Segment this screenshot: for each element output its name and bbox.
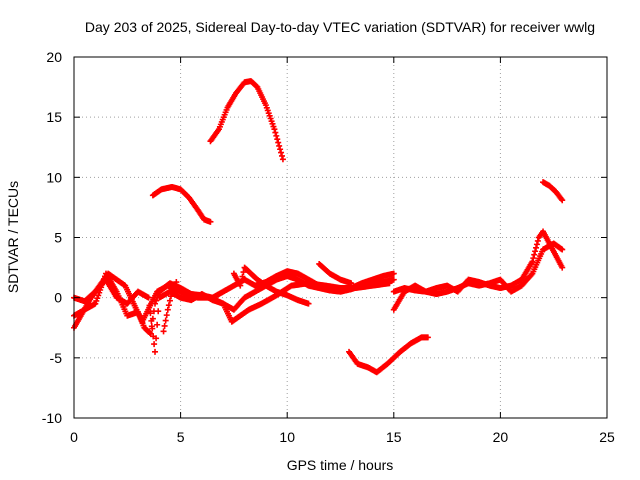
data-point <box>153 335 160 342</box>
series <box>346 334 431 376</box>
data-point <box>239 273 246 280</box>
data-point <box>145 294 152 301</box>
data-point <box>162 317 169 324</box>
y-axis-label: SDTVAR / TECUs <box>5 181 21 293</box>
data-point <box>160 328 167 335</box>
data-point <box>161 322 168 329</box>
data-point <box>146 329 153 336</box>
data-point <box>305 300 312 307</box>
series <box>207 78 286 163</box>
data-point <box>207 218 214 225</box>
x-tick-label: 25 <box>599 429 615 445</box>
data-point <box>390 276 397 283</box>
data-point <box>153 297 160 304</box>
data-point <box>531 251 538 258</box>
y-tick-label: 20 <box>46 49 62 65</box>
chart-title: Day 203 of 2025, Sidereal Day-to-day VTE… <box>85 19 595 35</box>
data-point <box>166 297 173 304</box>
y-tick-label: 15 <box>46 109 62 125</box>
series <box>230 264 312 307</box>
data-point <box>237 282 244 289</box>
y-tick-label: -10 <box>42 410 62 426</box>
data-point <box>528 271 535 278</box>
data-point <box>165 302 172 309</box>
x-tick-label: 15 <box>386 429 402 445</box>
y-tick-label: 0 <box>54 290 62 306</box>
data-point <box>424 334 431 341</box>
data-point <box>533 244 540 251</box>
data-point <box>155 308 162 315</box>
data-point <box>272 129 279 136</box>
data-point <box>278 149 285 156</box>
data-point <box>164 306 171 313</box>
data-point <box>386 280 393 287</box>
x-tick-label: 20 <box>493 429 509 445</box>
y-tick-label: 5 <box>54 230 62 246</box>
data-point <box>275 139 282 146</box>
data-point <box>278 152 285 159</box>
series <box>316 260 355 287</box>
data-point <box>149 325 156 332</box>
data-point <box>163 312 170 319</box>
data-point <box>533 241 540 248</box>
x-tick-label: 0 <box>70 429 78 445</box>
data-point <box>151 341 158 348</box>
data-point <box>277 146 284 153</box>
data-point <box>534 237 541 244</box>
data-point <box>559 197 566 204</box>
data-point <box>152 348 159 355</box>
series <box>540 179 566 204</box>
x-tick-label: 5 <box>177 429 185 445</box>
series <box>390 228 566 313</box>
y-tick-label: -5 <box>50 350 63 366</box>
data-point <box>173 279 180 286</box>
axes: 0 5 10 15 20 25 -10 -5 0 5 10 15 20 <box>42 49 615 445</box>
x-tick-label: 10 <box>279 429 295 445</box>
grid <box>74 57 607 418</box>
data-point <box>390 270 397 277</box>
series <box>149 183 214 225</box>
data-point <box>276 142 283 149</box>
data-point <box>559 264 566 271</box>
data-point <box>348 280 355 287</box>
data-point <box>559 246 566 253</box>
data-point <box>530 255 537 262</box>
data-point <box>148 317 155 324</box>
data-point <box>273 132 280 139</box>
data-point <box>532 248 539 255</box>
data-point <box>279 156 286 163</box>
data-point <box>529 258 536 265</box>
data-point <box>274 136 281 143</box>
data-point <box>271 126 278 133</box>
data-point <box>238 278 245 285</box>
series <box>390 240 566 298</box>
x-axis-label: GPS time / hours <box>287 457 394 473</box>
series <box>160 279 180 335</box>
data-series <box>71 78 566 376</box>
series <box>71 270 393 331</box>
data-point <box>168 293 175 300</box>
y-tick-label: 10 <box>46 169 62 185</box>
data-point <box>154 321 161 328</box>
plot-frame <box>73 56 608 419</box>
